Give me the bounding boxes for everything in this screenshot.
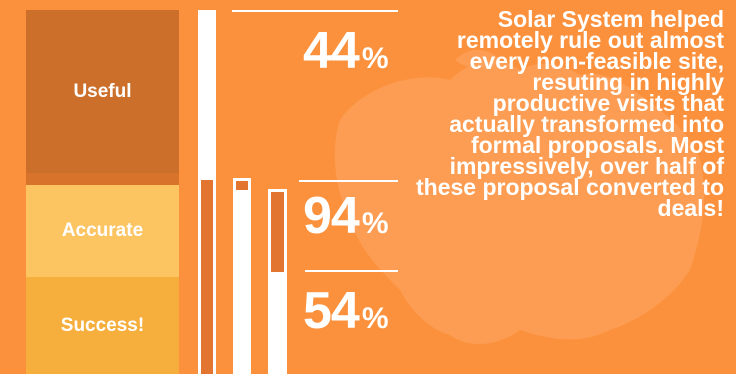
divider-line-middle [299,180,398,182]
pct-accurate-value: 94 [303,187,360,245]
pct-success: 54% [303,285,389,337]
block-divider [26,173,179,185]
pct-useful-sign: % [361,42,389,75]
bar-accurate [233,178,251,374]
success-block: Success! [26,277,179,374]
useful-label: Useful [73,80,132,102]
bar-useful-fill [201,180,213,374]
bar-accurate-fill [236,181,248,190]
divider-line-top [232,10,398,12]
pct-accurate-sign: % [361,207,389,240]
divider-line-bottom [305,270,398,272]
bar-success [268,189,287,374]
bar-success-fill [271,192,284,272]
accurate-label: Accurate [61,220,144,241]
pct-success-sign: % [361,302,389,335]
pct-useful: 44% [303,25,389,77]
pct-useful-value: 44 [303,22,360,80]
pct-accurate: 94% [303,190,389,242]
bar-useful [198,10,216,374]
caption-text: Solar System helped remotely rule out al… [415,6,724,221]
useful-block: Useful [26,10,179,173]
success-label: Success! [60,314,145,336]
accurate-block: Accurate [26,185,179,277]
pct-success-value: 54 [303,282,360,340]
